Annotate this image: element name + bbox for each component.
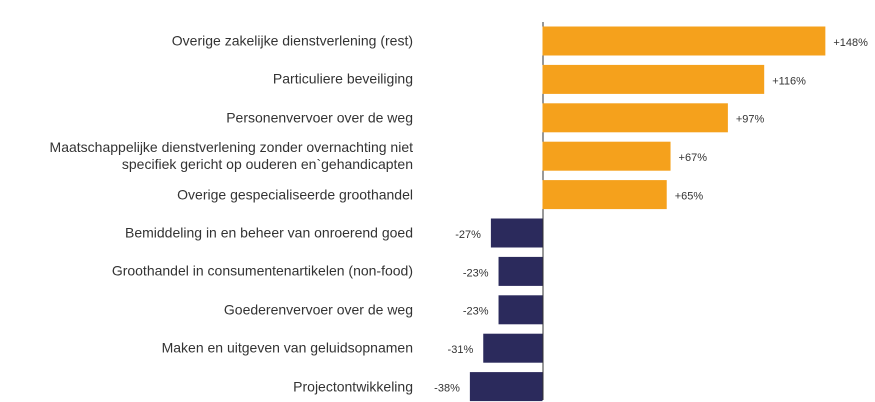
value-label: +148%	[833, 37, 868, 49]
category-label: Groothandel in consumentenartikelen (non…	[111, 262, 413, 279]
bar	[490, 218, 543, 248]
bar	[542, 103, 728, 133]
bar	[542, 64, 765, 94]
bar	[498, 295, 543, 325]
value-label: +67%	[679, 152, 708, 164]
category-label: Maken en uitgeven van geluidsopnamen	[161, 339, 413, 356]
value-label: +116%	[772, 75, 806, 87]
bar	[483, 333, 543, 363]
category-label: Personenvervoer over de weg	[226, 109, 413, 126]
bar	[542, 180, 667, 210]
category-label: Bemiddeling in en beheer van onroerend g…	[125, 224, 413, 241]
category-label: Projectontwikkeling	[293, 378, 413, 395]
category-label: Particuliere beveiliging	[272, 70, 413, 87]
value-label: -31%	[448, 344, 474, 356]
bar	[542, 26, 826, 56]
value-label: -38%	[434, 383, 460, 395]
bar	[498, 256, 543, 286]
value-label: +97%	[736, 114, 765, 126]
value-label: +65%	[675, 191, 704, 203]
bar	[542, 141, 671, 171]
category-label: Goederenvervoer over de weg	[223, 301, 413, 318]
value-label: -27%	[455, 229, 481, 241]
value-label: -23%	[463, 267, 489, 279]
bar	[469, 372, 543, 402]
value-label: -23%	[463, 306, 489, 318]
category-label: Overige zakelijke dienstverlening (rest)	[171, 32, 413, 49]
category-label: Overige gespecialiseerde groothandel	[177, 186, 413, 203]
category-label: Maatschappelijke dienstverlening zonder …	[49, 139, 413, 173]
